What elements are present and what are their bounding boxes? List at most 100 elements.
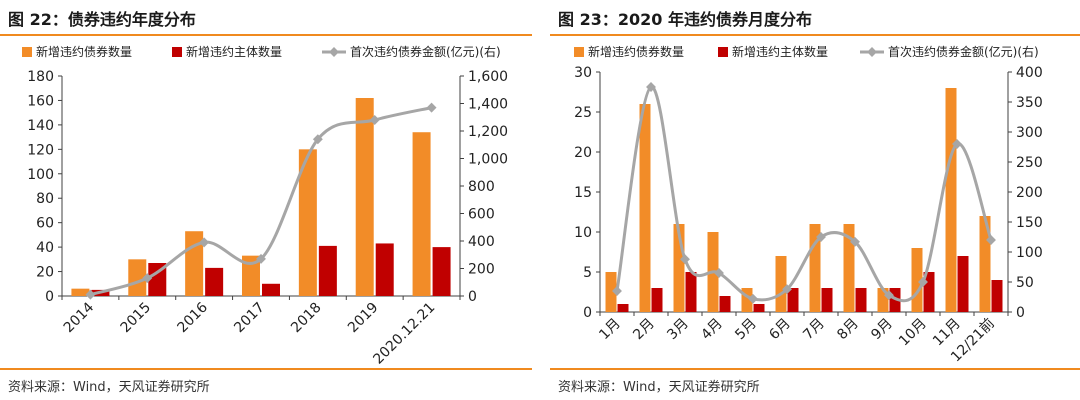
bar-issuers xyxy=(148,263,167,296)
bar-issuers xyxy=(855,288,867,312)
bar-issuers xyxy=(651,288,663,312)
legend-swatch-bonds xyxy=(22,47,32,57)
left-tick-label: 20 xyxy=(574,145,592,161)
left-tick-label: 160 xyxy=(27,93,54,109)
bar-bonds xyxy=(809,224,821,312)
bar-bonds xyxy=(843,224,855,312)
bar-issuers xyxy=(991,280,1003,312)
right-tick-label: 250 xyxy=(1016,155,1043,171)
bar-bonds xyxy=(185,231,204,296)
legend-label-bonds: 新增违约债券数量 xyxy=(36,44,132,59)
left-tick-label: 140 xyxy=(27,118,54,134)
legend-swatch-issuers xyxy=(718,47,728,57)
legend-swatch-issuers xyxy=(172,47,182,57)
legend-swatch-bonds xyxy=(574,47,584,57)
bar-issuers xyxy=(889,288,901,312)
right-tick-label: 200 xyxy=(1016,185,1043,201)
bar-bonds xyxy=(298,149,317,296)
x-tick-label: 2019 xyxy=(345,300,382,337)
right-tick-label: 50 xyxy=(1016,275,1034,291)
figure-title: 图 22：债券违约年度分布 xyxy=(8,10,196,29)
left-tick-label: 20 xyxy=(36,265,54,281)
legend-label-amount: 首次违约债券金额(亿元)(右) xyxy=(350,44,501,59)
bar-bonds xyxy=(412,132,431,296)
right-tick-label: 0 xyxy=(468,289,477,305)
x-tick-label: 2020.12.21 xyxy=(370,300,438,366)
x-tick-label: 2014 xyxy=(61,299,98,336)
bar-issuers xyxy=(719,296,731,312)
point-amount xyxy=(816,232,826,242)
line-amount xyxy=(615,85,993,303)
legend-label-amount: 首次违约债券金额(亿元)(右) xyxy=(888,44,1039,59)
left-tick-label: 120 xyxy=(27,142,54,158)
right-tick-label: 800 xyxy=(468,179,495,195)
x-tick-label: 2月 xyxy=(630,316,658,344)
bar-issuers xyxy=(262,283,280,296)
right-tick-label: 400 xyxy=(1016,65,1043,81)
left-tick-label: 0 xyxy=(583,305,592,321)
bar-bonds xyxy=(673,224,685,312)
bar-issuers xyxy=(923,272,935,312)
figure-title: 图 23：2020 年违约债券月度分布 xyxy=(558,10,812,29)
left-tick-label: 30 xyxy=(574,65,592,81)
point-amount xyxy=(199,237,210,248)
x-tick-label: 6月 xyxy=(766,316,794,344)
bar-bonds xyxy=(945,88,957,312)
x-tick-label: 9月 xyxy=(868,316,896,344)
left-tick-label: 40 xyxy=(36,240,54,256)
legend-marker-amount xyxy=(329,47,339,57)
right-tick-label: 1,000 xyxy=(468,152,508,168)
source-rule xyxy=(550,368,1080,370)
x-tick-label: 10月 xyxy=(896,316,930,350)
legend-label-issuers: 新增违约主体数量 xyxy=(186,44,282,59)
bar-issuers xyxy=(617,304,629,312)
bar-issuers xyxy=(821,288,833,312)
right-tick-label: 1,600 xyxy=(468,69,508,85)
source-rule xyxy=(0,368,532,370)
legend-marker-amount xyxy=(867,47,877,57)
right-tick-label: 600 xyxy=(468,207,495,223)
point-amount xyxy=(952,139,962,149)
right-tick-label: 1,200 xyxy=(468,124,508,140)
left-tick-label: 5 xyxy=(583,265,592,281)
bar-bonds xyxy=(242,255,260,296)
left-tick-label: 10 xyxy=(574,225,592,241)
bar-issuers xyxy=(685,272,697,312)
bar-issuers xyxy=(432,247,451,296)
bar-issuers xyxy=(753,304,765,312)
x-tick-label: 3月 xyxy=(664,316,692,344)
x-tick-label: 1月 xyxy=(596,316,624,344)
legend-label-issuers: 新增违约主体数量 xyxy=(732,44,828,59)
point-amount xyxy=(426,102,437,113)
left-tick-label: 15 xyxy=(574,185,592,201)
point-amount xyxy=(312,134,323,145)
point-amount xyxy=(714,268,724,278)
monthly-default-chart: 新增违约债券数量 新增违约主体数量 首次违约债券金额(亿元)(右) 0 5 10 15 20 2… xyxy=(574,44,1043,365)
source-note: 资料来源：Wind，天风证券研究所 xyxy=(558,380,760,395)
point-amount xyxy=(612,286,622,296)
left-tick-label: 100 xyxy=(27,167,54,183)
source-note: 资料来源：Wind，天风证券研究所 xyxy=(8,380,210,395)
point-amount xyxy=(646,82,656,92)
bar-bonds xyxy=(877,288,889,312)
right-tick-label: 0 xyxy=(1016,305,1025,321)
bar-issuers xyxy=(957,256,969,312)
point-amount xyxy=(918,277,928,287)
right-tick-label: 1,400 xyxy=(468,97,508,113)
left-tick-label: 60 xyxy=(36,216,54,232)
bar-issuers xyxy=(375,243,394,296)
bar-issuers xyxy=(787,288,799,312)
bar-bonds xyxy=(775,256,787,312)
point-amount xyxy=(680,254,690,265)
bar-bonds xyxy=(911,248,923,312)
point-amount xyxy=(142,273,153,284)
right-tick-label: 150 xyxy=(1016,215,1043,231)
title-rule xyxy=(550,34,1080,36)
point-amount xyxy=(850,236,860,247)
right-tick-label: 200 xyxy=(468,262,495,278)
bar-bonds xyxy=(639,104,651,312)
x-tick-label: 2017 xyxy=(231,300,268,337)
right-tick-label: 100 xyxy=(1016,245,1043,261)
right-tick-label: 350 xyxy=(1016,95,1043,111)
bar-bonds xyxy=(605,272,617,312)
